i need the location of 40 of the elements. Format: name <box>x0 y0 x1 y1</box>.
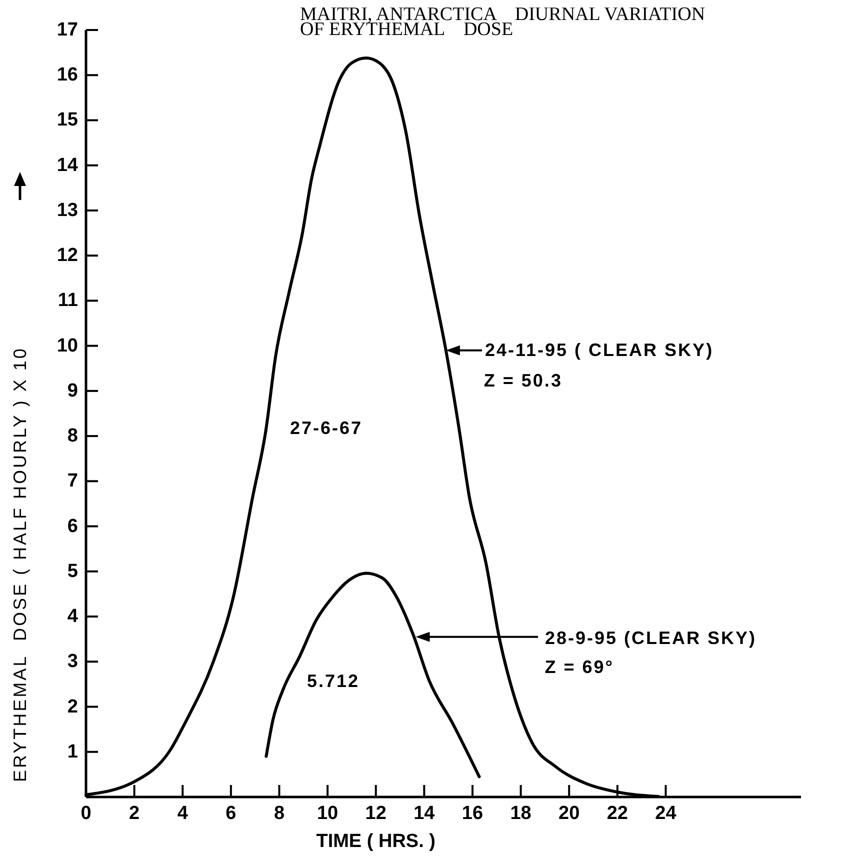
annotation: 27-6-67 <box>290 418 363 438</box>
x-axis-title: TIME ( HRS. ) <box>316 831 436 852</box>
x-tick-label: 24 <box>655 803 677 824</box>
legend-label: 24-11-95 ( CLEAR SKY) <box>485 340 714 360</box>
annotation: 5.712 <box>307 671 360 691</box>
x-tick-label: 2 <box>129 803 140 824</box>
x-tick-label: 16 <box>462 803 484 824</box>
y-tick-label: 7 <box>67 470 78 492</box>
text: 28-9-95 (CLEAR SKY) <box>545 628 757 648</box>
y-tick-label: 13 <box>56 200 78 221</box>
y-tick-label: 15 <box>56 110 78 131</box>
y-tick-label: 5 <box>67 560 78 582</box>
y-tick-label: 16 <box>56 64 78 86</box>
y-tick-label: 17 <box>56 20 78 40</box>
x-tick-label: 22 <box>606 803 628 824</box>
x-tick-label: 14 <box>414 803 436 824</box>
y-tick-label: 4 <box>67 606 78 628</box>
x-tick-label: 4 <box>177 803 188 824</box>
y-tick-label: 14 <box>56 154 78 176</box>
chart-title: MAITRI, ANTARCTICA DIURNAL VARIATION OF ERYTHEMAL DOSE <box>300 4 706 40</box>
x-tick-label: 10 <box>316 803 338 824</box>
y-tick-label: 2 <box>67 696 78 718</box>
y-tick-label: 10 <box>56 335 78 356</box>
y-tick-label: 6 <box>67 516 78 537</box>
x-tick-label: 6 <box>226 803 236 824</box>
y-tick-label: 12 <box>56 245 78 266</box>
y-tick-label: 11 <box>58 290 78 312</box>
annotation: Z = 50.3 <box>484 370 562 390</box>
y-tick-label: 1 <box>67 741 78 762</box>
annotation: Z = 69° <box>544 656 614 677</box>
y-axis-title: ERYTHEMAL DOSE ( HALF HOURLY ) X 10 <box>10 346 30 782</box>
y-tick-label: 8 <box>67 426 78 447</box>
line-series <box>264 572 481 778</box>
x-tick-label: 18 <box>510 803 532 824</box>
y-tick-label: 3 <box>67 651 78 672</box>
x-tick-label: 12 <box>365 803 386 824</box>
x-tick-label: 20 <box>558 803 580 824</box>
x-tick-label: 8 <box>274 803 285 824</box>
y-tick-label: 9 <box>67 380 78 402</box>
x-tick-label: 0 <box>80 803 92 824</box>
